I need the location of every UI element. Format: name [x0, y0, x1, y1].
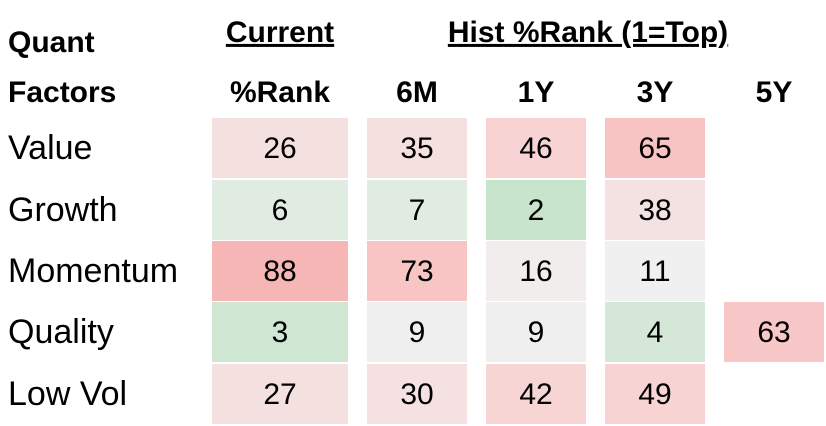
cell: [212, 118, 348, 178]
cell-value: 26: [263, 132, 296, 165]
cell: [367, 118, 467, 178]
cell-value: 49: [638, 378, 671, 411]
cell: [367, 364, 467, 424]
cell-value: 73: [400, 255, 433, 288]
hist-header: Hist %Rank (1=Top): [448, 16, 728, 49]
cell-value: 9: [528, 316, 545, 349]
period-header: 3Y: [637, 76, 674, 109]
row-label: Quality: [8, 313, 114, 351]
cell-value: 7: [409, 194, 426, 227]
cell-value: 38: [638, 194, 671, 227]
row-label: Growth: [8, 191, 118, 229]
cell-value: 88: [263, 255, 296, 288]
period-header: 6M: [396, 76, 438, 109]
cell-value: 11: [639, 255, 670, 288]
cell: [486, 180, 586, 240]
cell: [486, 302, 586, 362]
cell-value: 16: [519, 255, 552, 288]
cell: [367, 241, 467, 301]
cell: [724, 302, 824, 362]
current-header: %Rank: [230, 76, 330, 109]
period-header: 5Y: [756, 76, 793, 109]
cell: [605, 180, 705, 240]
cell-value: 9: [409, 316, 426, 349]
cell-value: 63: [757, 316, 790, 349]
cell-value: 42: [519, 378, 552, 411]
factor-header: Factors: [8, 76, 116, 109]
cell: [212, 180, 348, 240]
cell-value: 46: [519, 132, 552, 165]
cell: [605, 364, 705, 424]
cell: [486, 118, 586, 178]
cell: [605, 241, 705, 301]
cell: [605, 302, 705, 362]
cell: [486, 364, 586, 424]
row-label: Momentum: [8, 252, 178, 290]
cell-value: 2: [528, 194, 545, 227]
cell-value: 3: [272, 316, 289, 349]
cell: [605, 118, 705, 178]
cell: [486, 241, 586, 301]
cell: [367, 180, 467, 240]
row-label: Low Vol: [8, 375, 127, 413]
cell-value: 6: [272, 194, 289, 227]
cell-value: 27: [263, 378, 296, 411]
cell-value: 30: [400, 378, 433, 411]
cell-value: 4: [647, 316, 664, 349]
period-header: 1Y: [518, 76, 555, 109]
cell-value: 65: [638, 132, 671, 165]
factor-header: Quant: [8, 26, 95, 59]
row-label: Value: [8, 129, 92, 167]
cell: [367, 302, 467, 362]
cell: [212, 364, 348, 424]
cell-value: 35: [400, 132, 433, 165]
cell: [212, 302, 348, 362]
current-header: Current: [226, 16, 334, 49]
cell: [212, 241, 348, 301]
